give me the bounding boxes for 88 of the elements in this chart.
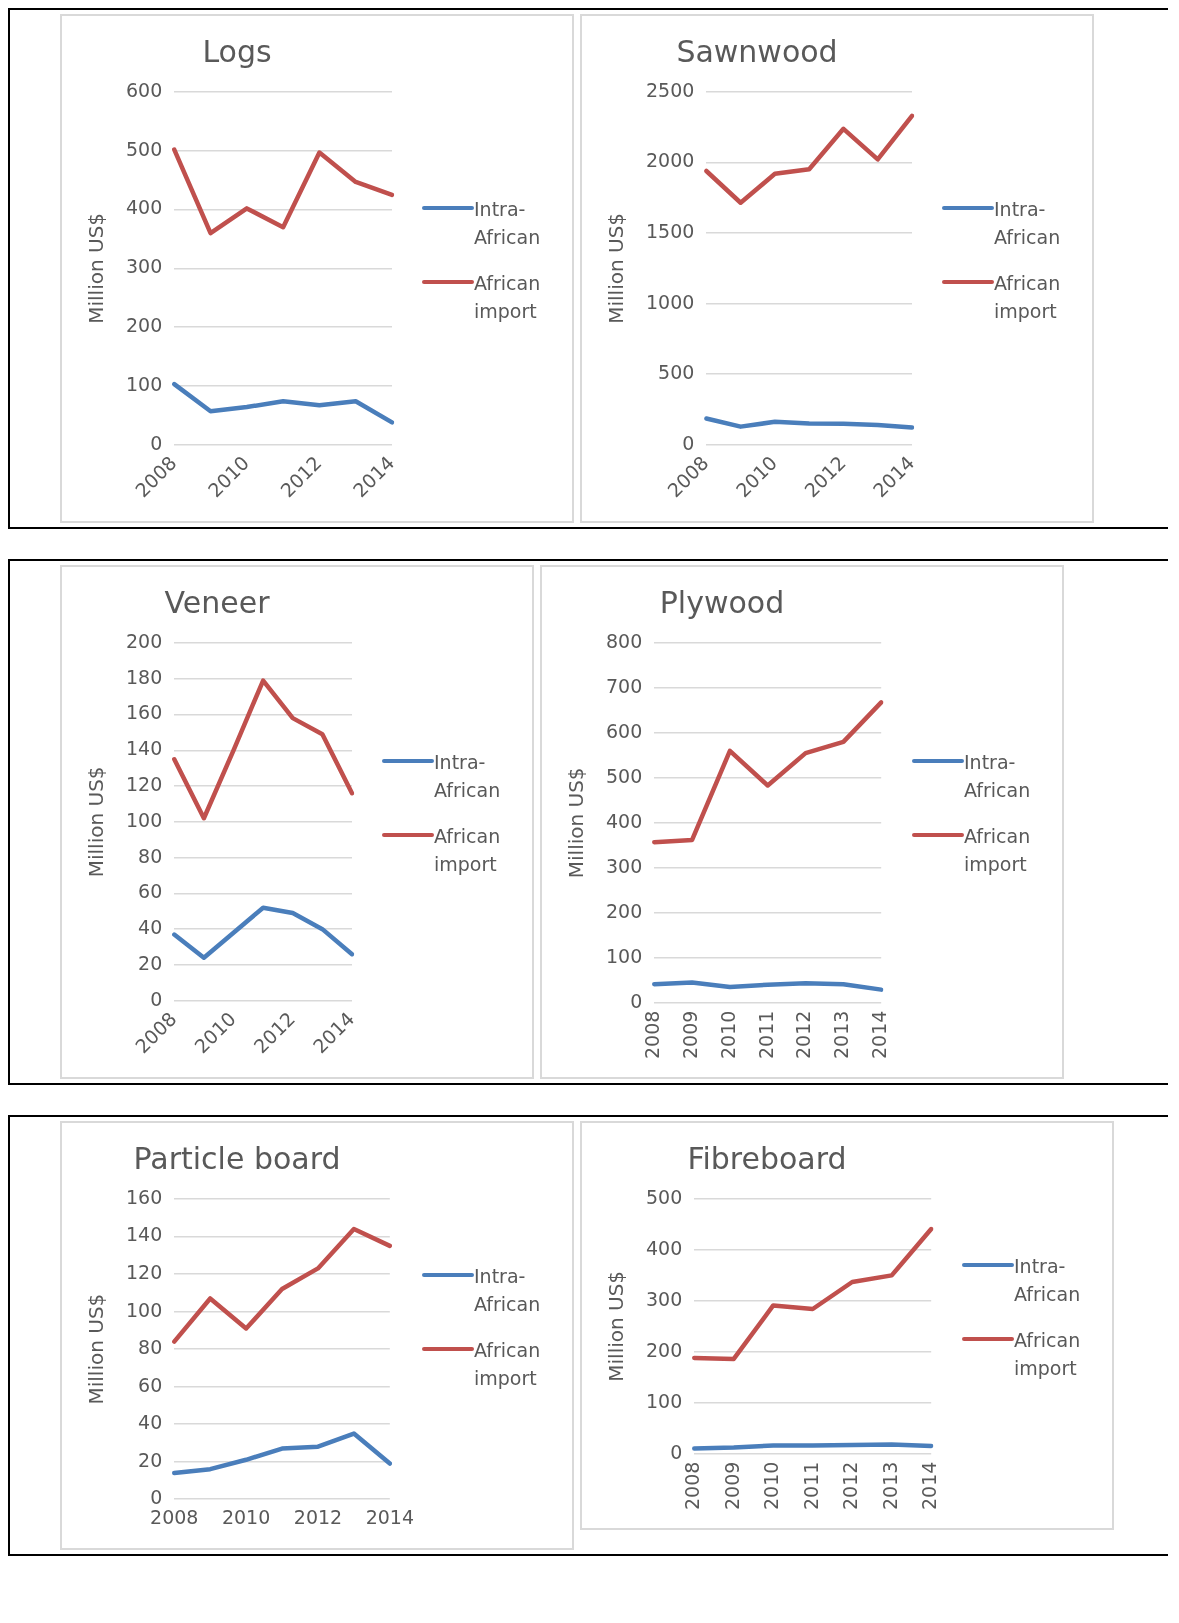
y-tick-label: 100 <box>126 1298 163 1321</box>
y-tick-label: 0 <box>682 431 695 454</box>
legend-label: African import <box>474 270 542 324</box>
y-axis-title: Million US$ <box>84 212 109 324</box>
x-tick-label: 2012 <box>839 1461 862 1511</box>
y-tick-label: 0 <box>150 431 163 454</box>
y-tick-label: 2500 <box>645 78 695 101</box>
x-tick-label: 2011 <box>799 1461 822 1511</box>
y-tick-label: 500 <box>658 361 695 384</box>
chart-title: Veneer <box>164 584 271 620</box>
y-tick-label: 160 <box>126 1185 163 1208</box>
legend-label: African import <box>434 824 502 877</box>
y-tick-label: 600 <box>126 78 163 101</box>
y-tick-label: 300 <box>646 1287 683 1310</box>
y-tick-label: 100 <box>646 1389 683 1412</box>
y-tick-label: 500 <box>126 137 163 160</box>
y-tick-label: 400 <box>606 809 643 832</box>
legend-label: Intra-African <box>474 196 542 250</box>
x-tick-label: 2013 <box>830 1010 853 1060</box>
y-tick-label: 1000 <box>645 290 695 313</box>
y-tick-label: 0 <box>630 989 643 1012</box>
y-axis-title: Million US$ <box>604 1270 629 1382</box>
y-tick-label: 60 <box>138 1373 163 1396</box>
x-tick-label: 2012 <box>293 1505 343 1528</box>
chart-title: Particle board <box>133 1140 341 1176</box>
y-axis-title: Million US$ <box>604 212 629 324</box>
legend-label: African import <box>474 1337 542 1391</box>
y-tick-label: 120 <box>126 773 163 796</box>
y-tick-label: 100 <box>126 808 163 831</box>
x-tick-label: 2014 <box>365 1505 414 1528</box>
legend-label: Intra-African <box>474 1263 542 1317</box>
y-tick-label: 2000 <box>645 149 695 172</box>
y-tick-label: 80 <box>138 844 163 867</box>
y-axis-title: Million US$ <box>564 767 589 879</box>
y-tick-label: 400 <box>646 1236 683 1259</box>
y-tick-label: 200 <box>646 1338 683 1361</box>
y-tick-label: 100 <box>606 944 643 967</box>
y-tick-label: 400 <box>126 196 163 219</box>
legend-label: Intra-African <box>994 196 1062 250</box>
y-tick-label: 180 <box>126 665 163 688</box>
legend-label: Intra-African <box>1014 1253 1082 1307</box>
y-tick-label: 0 <box>150 987 163 1010</box>
legend-label: African import <box>964 824 1032 877</box>
y-tick-label: 160 <box>126 701 163 724</box>
y-tick-label: 500 <box>606 764 643 787</box>
x-tick-label: 2011 <box>754 1010 777 1060</box>
y-tick-label: 800 <box>606 629 643 652</box>
x-tick-label: 2013 <box>878 1461 901 1511</box>
x-tick-label: 2009 <box>679 1010 702 1060</box>
y-tick-label: 0 <box>670 1440 683 1463</box>
y-tick-label: 300 <box>126 255 163 278</box>
legend-label: African import <box>994 270 1062 324</box>
chart-title: Logs <box>202 33 272 69</box>
y-tick-label: 20 <box>138 1448 163 1471</box>
y-tick-label: 140 <box>126 1223 163 1246</box>
y-tick-label: 20 <box>138 951 163 974</box>
y-tick-label: 80 <box>138 1336 163 1359</box>
y-tick-label: 600 <box>606 719 643 742</box>
y-tick-label: 40 <box>138 1411 163 1434</box>
y-tick-label: 60 <box>138 880 163 903</box>
y-axis-title: Million US$ <box>84 766 109 878</box>
y-tick-label: 200 <box>126 314 163 337</box>
x-tick-label: 2008 <box>681 1461 704 1511</box>
y-tick-label: 140 <box>126 737 163 760</box>
y-tick-label: 1500 <box>645 220 695 243</box>
y-tick-label: 200 <box>606 899 643 922</box>
y-tick-label: 200 <box>126 629 163 652</box>
x-tick-label: 2010 <box>221 1505 271 1528</box>
x-tick-label: 2010 <box>716 1010 739 1060</box>
chart-title: Fibreboard <box>687 1140 847 1176</box>
legend-label: Intra-African <box>434 750 502 803</box>
chart-title: Sawnwood <box>676 33 838 69</box>
x-tick-label: 2014 <box>918 1461 941 1511</box>
legend-label: African import <box>1014 1327 1082 1381</box>
x-tick-label: 2012 <box>792 1010 815 1060</box>
x-tick-label: 2008 <box>641 1010 664 1060</box>
y-tick-label: 100 <box>126 372 163 395</box>
y-tick-label: 300 <box>606 854 643 877</box>
y-tick-label: 500 <box>646 1185 683 1208</box>
y-tick-label: 40 <box>138 916 163 939</box>
x-tick-label: 2010 <box>760 1461 783 1511</box>
y-axis-title: Million US$ <box>84 1293 109 1405</box>
chart-title: Plywood <box>659 584 785 620</box>
legend-label: Intra-African <box>964 750 1032 803</box>
y-tick-label: 700 <box>606 674 643 697</box>
x-tick-label: 2014 <box>868 1010 891 1060</box>
y-tick-label: 120 <box>126 1260 163 1283</box>
x-tick-label: 2009 <box>720 1461 743 1511</box>
